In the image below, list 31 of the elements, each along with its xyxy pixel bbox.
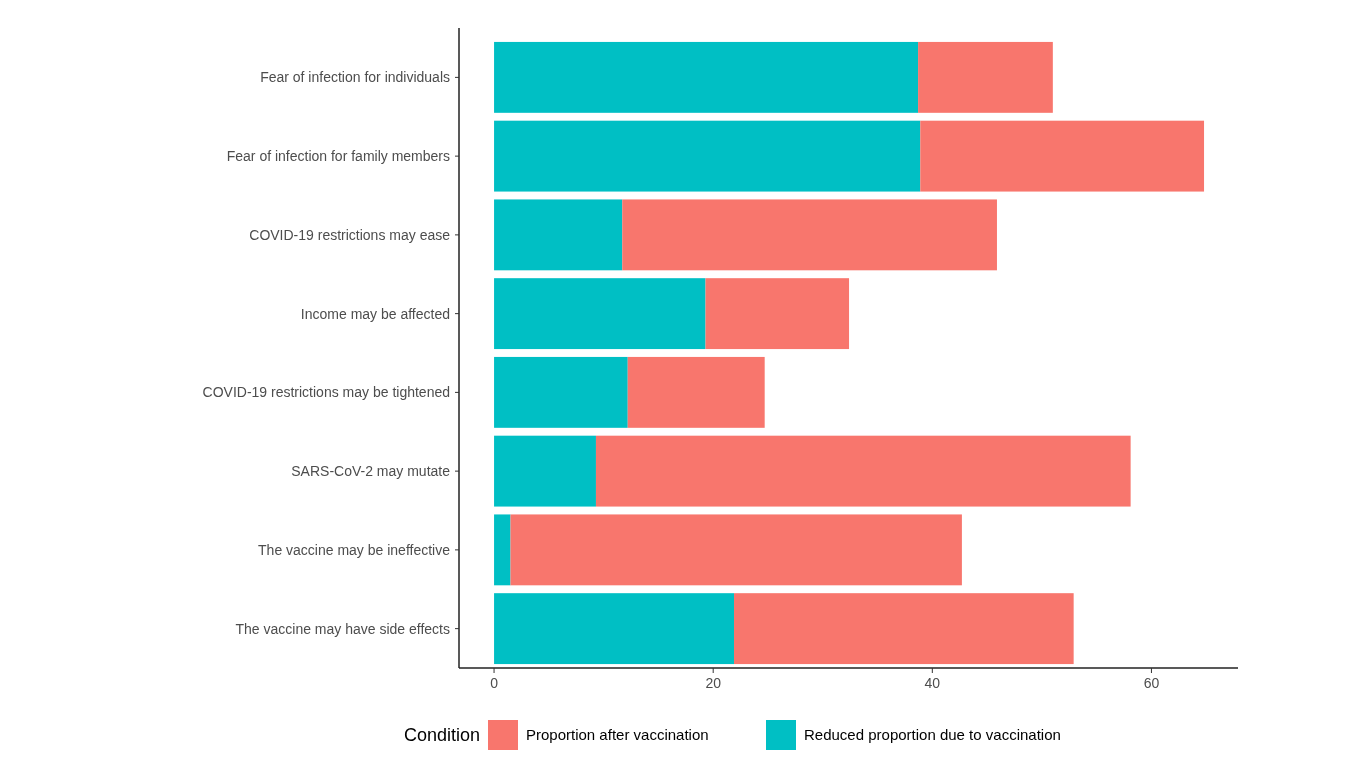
bar (494, 356, 628, 428)
bar (595, 435, 1131, 507)
y-tick-label: The vaccine may have side effects (235, 620, 450, 637)
y-tick-label: Fear of infection for family members (226, 148, 450, 165)
x-tick-label: 60 (1143, 675, 1160, 691)
bar (494, 435, 596, 507)
y-tick-label: SARS-CoV-2 may mutate (291, 463, 451, 480)
bar (920, 120, 1205, 192)
y-tick-label: Fear of infection for individuals (260, 69, 450, 86)
bar (494, 120, 921, 192)
bar (918, 41, 1053, 113)
bar (734, 593, 1074, 665)
legend-label: Proportion after vaccination (526, 726, 709, 744)
legend-label: Reduced proportion due to vaccination (804, 726, 1061, 744)
bar (705, 278, 850, 350)
y-tick-label: Income may be affected (300, 305, 450, 322)
legend-title: Condition (403, 725, 480, 746)
bar (494, 593, 735, 665)
bar (494, 514, 511, 586)
x-tick-label: 40 (924, 675, 941, 691)
bar (494, 278, 706, 350)
x-tick-label: 20 (705, 675, 722, 691)
y-tick-label: The vaccine may be ineffective (258, 541, 451, 558)
bar (494, 199, 623, 271)
y-tick-label: COVID-19 restrictions may be tightened (202, 384, 450, 401)
y-tick-label: COVID-19 restrictions may ease (249, 226, 451, 243)
bar (622, 199, 997, 271)
bar (627, 356, 765, 428)
x-tick-label: 0 (490, 675, 499, 691)
bar (510, 514, 962, 586)
bar (494, 41, 919, 113)
